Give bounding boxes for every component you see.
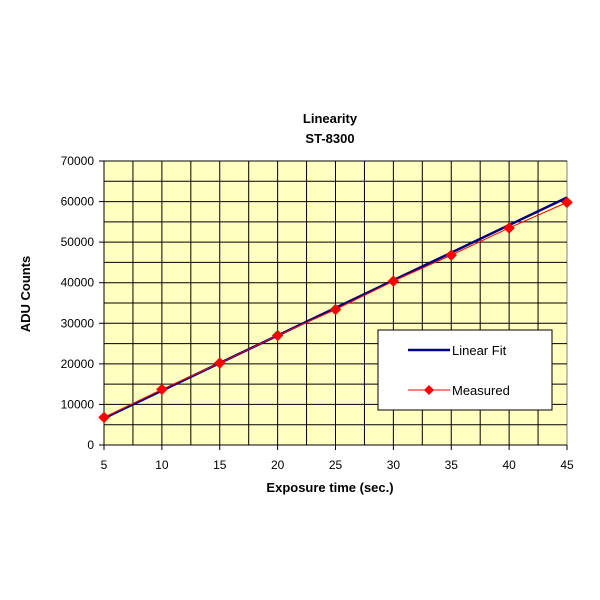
data-point-measured [214,357,226,369]
series [98,196,573,424]
data-point-measured [503,222,515,234]
data-point-measured [387,275,400,287]
y-tick-label: 50000 [61,235,95,249]
y-tick-label: 70000 [61,154,95,168]
x-tick-label: 15 [213,458,227,472]
data-point-measured [156,383,168,396]
legend-box [377,329,553,411]
legend-label-linear-fit: Linear Fit [452,343,507,358]
data-point-measured [329,303,342,316]
x-tick-label: 30 [387,458,401,472]
data-point-measured [271,329,284,342]
y-tick-label: 0 [87,438,94,452]
data-point-measured [98,411,110,424]
y-tick-label: 60000 [61,195,95,209]
tick-labels: 5 10 15 20 25 30 35 40 45 0 10000 20000 30000 40000 50… [61,154,574,472]
legend: Linear Fit Measured [377,329,553,411]
chart-title: Linearity [303,111,358,126]
y-tick-label: 20000 [61,357,95,371]
data-point-measured [561,196,573,209]
x-tick-label: 25 [329,458,343,472]
x-tick-label: 35 [445,458,459,472]
grid-lines [104,160,567,445]
x-tick-label: 5 [101,458,108,472]
y-tick-label: 10000 [61,397,95,411]
x-tick-label: 20 [271,458,285,472]
y-tick-label: 30000 [61,316,95,330]
legend-marker-measured [424,385,434,395]
legend-label-measured: Measured [452,383,510,398]
chart-subtitle: ST-8300 [305,131,354,146]
x-axis-label: Exposure time (sec.) [266,480,393,495]
data-point-measured [445,249,457,261]
x-tick-label: 45 [560,458,574,472]
x-tick-label: 10 [155,458,169,472]
y-axis-label: ADU Counts [18,256,33,333]
x-tick-label: 40 [502,458,516,472]
y-tick-label: 40000 [61,276,95,290]
